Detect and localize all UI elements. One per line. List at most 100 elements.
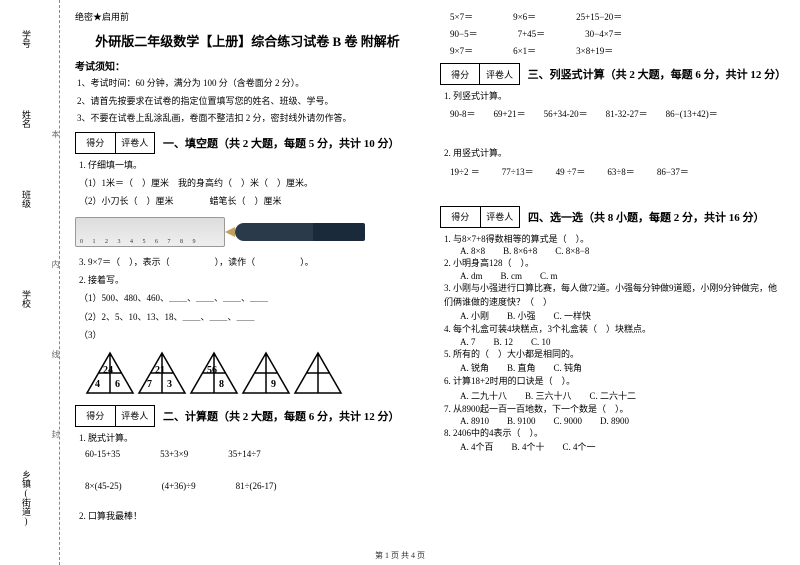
page-footer: 第 1 页 共 4 页	[0, 550, 800, 561]
calc-row: 60-15+35 53+3×9 35+14÷7	[85, 449, 420, 459]
mental-row: 9×7＝ 6×1＝ 3×8+19＝	[450, 44, 785, 57]
mc-option: C. m	[540, 271, 558, 281]
mc-stem: 3. 小刚与小强进行口算比赛，每人做72道。小强每分钟做9道题，小刚9分钟做完，…	[444, 281, 785, 310]
q2: 2. 接着写。	[79, 273, 420, 287]
triangle-icon: 21 7 3	[137, 351, 187, 395]
ruler-figure	[75, 217, 420, 247]
vert-row: 19÷2 ＝ 77÷13＝ 49 ÷7＝ 63÷8＝ 86−37＝	[450, 165, 785, 178]
fold-label: 封	[50, 430, 61, 438]
mental-row: 90−5＝ 7+45＝ 30−4×7＝	[450, 27, 785, 40]
score-col: 得分	[441, 207, 481, 227]
right-column: 5×7＝ 9×6＝ 25+15−20＝ 90−5＝ 7+45＝ 30−4×7＝ …	[440, 10, 785, 545]
grader-col: 评卷人	[116, 406, 155, 426]
section-1-title: 一、填空题（共 2 大题，每题 5 分，共计 10 分）	[163, 135, 400, 151]
mc-option: C. 二六十二	[590, 389, 637, 402]
mc-stem: 1. 与8×7+8得数相等的算式是（ ）。	[444, 232, 785, 246]
margin-label: 乡镇(街道)	[20, 470, 33, 526]
s2-q1: 1. 脱式计算。	[79, 431, 420, 445]
mc-stem: 5. 所有的（ ）大小都是相同的。	[444, 347, 785, 361]
mental-row: 5×7＝ 9×6＝ 25+15−20＝	[450, 10, 785, 23]
fold-label: 线	[50, 350, 61, 358]
vert-row: 90-8＝ 69+21＝ 56+34-20＝ 81-32-27＝ 86−(13+…	[450, 107, 785, 120]
section-3-title: 三、列竖式计算（共 2 大题，每题 6 分，共计 12 分）	[528, 66, 785, 82]
mc-option: A. 锐角	[460, 361, 489, 374]
mc-options: A. 小刚 B. 小强 C. 一样快	[460, 309, 785, 322]
mc-option: B. 直角	[507, 361, 536, 374]
section-3-head: 得分 评卷人 三、列竖式计算（共 2 大题，每题 6 分，共计 12 分）	[440, 63, 785, 85]
mc-option: A. dm	[460, 271, 483, 281]
mc-options: A. 锐角 B. 直角 C. 钝角	[460, 361, 785, 374]
mc-option: A. 7	[460, 337, 476, 347]
grader-col: 评卷人	[116, 133, 155, 153]
section-4-title: 四、选一选（共 8 小题，每题 2 分，共计 16 分）	[528, 209, 765, 225]
mc-stem: 7. 从8900起一百一百地数，下一个数是（ ）。	[444, 402, 785, 416]
mc-option: A. 4个百	[460, 440, 494, 453]
mc-option: C. 4个一	[563, 440, 596, 453]
q2b: （2）2、5、10、13、18、＿＿、＿＿、＿＿	[79, 310, 420, 324]
q2a: （1）500、480、460、＿＿、＿＿、＿＿、＿＿	[79, 291, 420, 305]
notice-title: 考试须知：	[75, 58, 420, 73]
mc-option: D. 8900	[600, 416, 629, 426]
q1: 1. 仔细填一填。	[79, 158, 420, 172]
rule-1: 1、考试时间：60 分钟，满分为 100 分（含卷面分 2 分）。	[77, 77, 420, 91]
q1a: （1）1米＝（ ）厘米 我的身高约（ ）米（ ）厘米。	[79, 176, 420, 190]
mc-option: B. 4个十	[512, 440, 545, 453]
margin-label: 学号	[20, 30, 33, 48]
section-2-head: 得分 评卷人 二、计算题（共 2 大题，每题 6 分，共计 12 分）	[75, 405, 420, 427]
secret-label: 绝密★启用前	[75, 10, 420, 23]
exam-title: 外研版二年级数学【上册】综合练习试卷 B 卷 附解析	[75, 31, 420, 50]
pen-icon	[235, 223, 365, 241]
mc-option: C. 10	[531, 337, 551, 347]
score-box: 得分 评卷人	[75, 132, 155, 154]
mc-option: B. 9100	[507, 416, 536, 426]
score-col: 得分	[76, 133, 116, 153]
mc-stem: 4. 每个礼盒可装4块糕点，3个礼盒装（ ）块糕点。	[444, 322, 785, 336]
q1c: 3. 9×7＝（ ），表示（ ），读作（ ）。	[79, 255, 420, 269]
margin-label: 学校	[20, 290, 33, 308]
content-area: 绝密★启用前 外研版二年级数学【上册】综合练习试卷 B 卷 附解析 考试须知： …	[60, 0, 800, 565]
mc-option: B. 小强	[507, 309, 536, 322]
mc-list: 1. 与8×7+8得数相等的算式是（ ）。A. 8×8B. 8×6+8C. 8×…	[440, 232, 785, 454]
score-box: 得分 评卷人	[440, 63, 520, 85]
margin-label: 班级	[20, 190, 33, 208]
left-column: 绝密★启用前 外研版二年级数学【上册】综合练习试卷 B 卷 附解析 考试须知： …	[75, 10, 420, 545]
s3-q2: 2. 用竖式计算。	[444, 146, 785, 160]
mc-stem: 2. 小明身高128（ ）。	[444, 256, 785, 270]
calc-row: 8×(45-25) (4+36)÷9 81÷(26-17)	[85, 481, 420, 491]
mc-option: A. 小刚	[460, 309, 489, 322]
triangle-row: 24 4 6 21 7 3 56 8 9	[85, 351, 420, 395]
mc-option: B. cm	[501, 271, 523, 281]
rule-3: 3、不要在试卷上乱涂乱画，卷面不整洁扣 2 分，密封线外请勿作答。	[77, 112, 420, 126]
grader-col: 评卷人	[481, 207, 520, 227]
mc-option: A. 8910	[460, 416, 489, 426]
score-box: 得分 评卷人	[75, 405, 155, 427]
triangle-icon	[293, 351, 343, 395]
mc-stem: 8. 2406中的4表示（ ）。	[444, 426, 785, 440]
s3-q1: 1. 列竖式计算。	[444, 89, 785, 103]
score-col: 得分	[441, 64, 480, 84]
grader-col: 评卷人	[480, 64, 518, 84]
mc-option: C. 9000	[554, 416, 583, 426]
mc-options: A. 8×8B. 8×6+8C. 8×8−8	[460, 246, 785, 256]
binding-margin: 学号 姓名 班级 学校 乡镇(街道) 本 内 线 封	[0, 0, 60, 565]
mc-option: C. 8×8−8	[555, 246, 589, 256]
margin-label: 姓名	[20, 110, 33, 128]
score-box: 得分 评卷人	[440, 206, 520, 228]
q1b: （2）小刀长（ ）厘米 蜡笔长（ ）厘米	[79, 194, 420, 208]
triangle-icon: 24 4 6	[85, 351, 135, 395]
ruler-icon	[75, 217, 225, 247]
triangle-icon: 56 8	[189, 351, 239, 395]
q2c: （3）	[79, 328, 420, 342]
mc-stem: 6. 计算18+2时用的口诀是（ ）。	[444, 374, 785, 388]
fold-label: 本	[50, 130, 61, 138]
mc-option: C. 钝角	[554, 361, 583, 374]
mc-options: A. 8910 B. 9100 C. 9000 D. 8900	[460, 416, 785, 426]
s2-q2: 2. 口算我最棒！	[79, 509, 420, 523]
mc-options: A. 二九十八B. 三六十八C. 二六十二	[460, 389, 785, 402]
fold-label: 内	[50, 260, 61, 268]
mc-option: C. 一样快	[554, 309, 592, 322]
mc-option: B. 12	[494, 337, 514, 347]
mc-options: A. 4个百 B. 4个十 C. 4个一	[460, 440, 785, 453]
mc-option: B. 8×6+8	[503, 246, 537, 256]
rule-2: 2、请首先按要求在试卷的指定位置填写您的姓名、班级、学号。	[77, 95, 420, 109]
